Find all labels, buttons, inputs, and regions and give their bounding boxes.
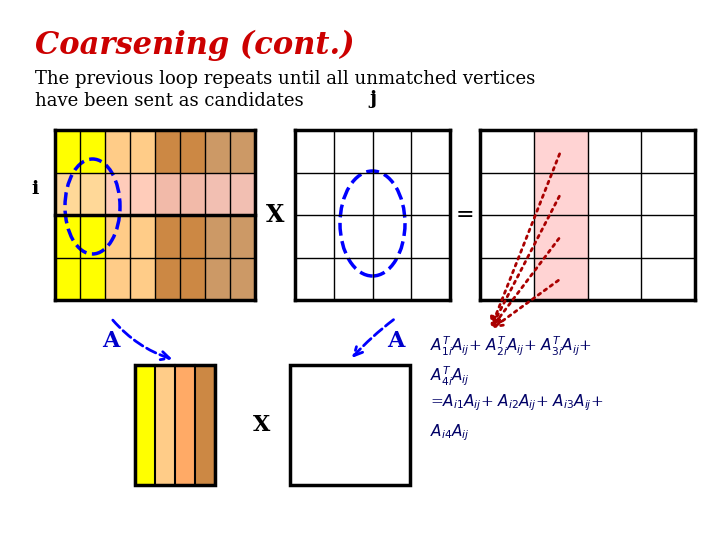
Bar [295,130,450,300]
Text: X: X [266,203,284,227]
Text: =$A_{i1}A_{ij}$+ $A_{i2}A_{ij}$+ $A_{i3}A_{ij}$+: =$A_{i1}A_{ij}$+ $A_{i2}A_{ij}$+ $A_{i3}… [430,392,603,413]
Text: have been sent as candidates: have been sent as candidates [35,92,304,110]
Bar [55,130,80,300]
Text: The previous loop repeats until all unmatched vertices: The previous loop repeats until all unma… [35,70,535,88]
Text: j: j [369,90,376,108]
Bar [55,172,255,215]
Bar [105,130,130,300]
Text: $A^T_{1i}A_{ij}$+ $A^T_{2i}A_{ij}$+ $A^T_{3i}A_{ij}$+: $A^T_{1i}A_{ij}$+ $A^T_{2i}A_{ij}$+ $A^T… [430,335,592,359]
Bar [195,365,215,485]
Bar [290,365,410,485]
Text: =: = [456,204,474,226]
Bar [175,365,195,485]
Bar [135,365,215,485]
Bar [130,130,155,300]
Text: $A^T_{4i}A_{ij}$: $A^T_{4i}A_{ij}$ [430,365,469,388]
Bar [180,130,205,300]
Text: A: A [102,330,120,352]
Text: Coarsening (cont.): Coarsening (cont.) [35,30,354,61]
Bar [534,130,588,300]
Text: X: X [253,414,271,436]
Bar [205,130,230,300]
Bar [480,130,695,300]
Text: $A_{i4}A_{ij}$: $A_{i4}A_{ij}$ [430,422,469,443]
Bar [155,365,175,485]
Text: A: A [387,330,405,352]
Bar [80,130,105,300]
Bar [155,130,180,300]
Text: i: i [31,180,39,198]
Bar [230,130,255,300]
Bar [135,365,155,485]
